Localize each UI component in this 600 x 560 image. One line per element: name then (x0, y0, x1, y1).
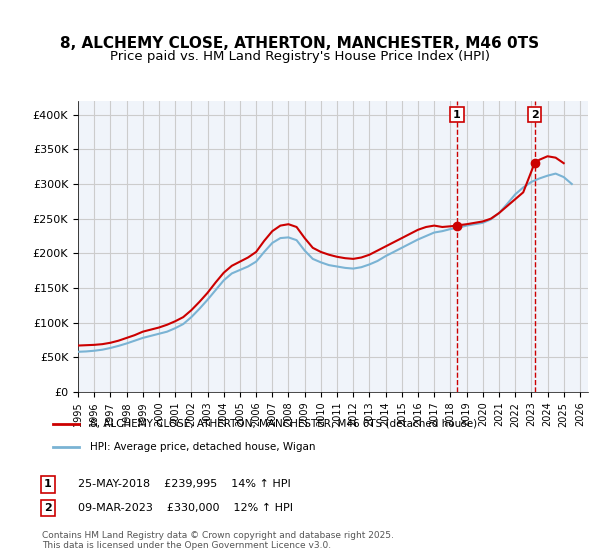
Text: 1: 1 (453, 110, 461, 119)
Text: 2: 2 (530, 110, 538, 119)
Text: HPI: Average price, detached house, Wigan: HPI: Average price, detached house, Wiga… (89, 442, 315, 452)
Text: 8, ALCHEMY CLOSE, ATHERTON, MANCHESTER, M46 0TS (detached house): 8, ALCHEMY CLOSE, ATHERTON, MANCHESTER, … (89, 419, 476, 429)
Text: 1: 1 (44, 479, 52, 489)
Text: Contains HM Land Registry data © Crown copyright and database right 2025.
This d: Contains HM Land Registry data © Crown c… (42, 530, 394, 550)
Text: 25-MAY-2018    £239,995    14% ↑ HPI: 25-MAY-2018 £239,995 14% ↑ HPI (78, 479, 291, 489)
Text: 8, ALCHEMY CLOSE, ATHERTON, MANCHESTER, M46 0TS: 8, ALCHEMY CLOSE, ATHERTON, MANCHESTER, … (61, 36, 539, 52)
Text: 09-MAR-2023    £330,000    12% ↑ HPI: 09-MAR-2023 £330,000 12% ↑ HPI (78, 503, 293, 513)
Text: Price paid vs. HM Land Registry's House Price Index (HPI): Price paid vs. HM Land Registry's House … (110, 50, 490, 63)
Text: 2: 2 (44, 503, 52, 513)
